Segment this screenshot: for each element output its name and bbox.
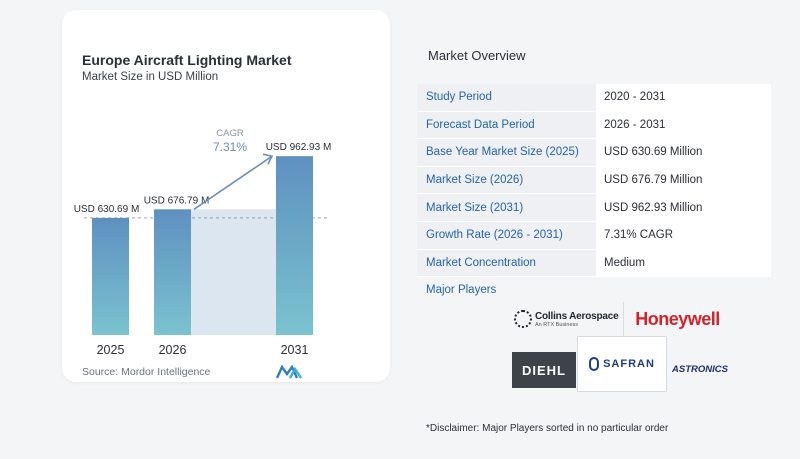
overview-row: Market Size (2026) USD 676.79 Million	[417, 166, 771, 195]
overview-row: Forecast Data Period 2026 - 2031	[417, 111, 771, 140]
collins-mark-icon	[514, 310, 532, 328]
cagr-label: CAGR	[216, 128, 244, 139]
overview-row-label: Growth Rate (2026 - 2031)	[426, 229, 563, 242]
x-tick-2026: 2026	[159, 343, 187, 357]
data-label-2026: USD 676.79 M	[144, 195, 210, 206]
safran-logo: SAFRAN	[577, 336, 667, 392]
overview-row: Market Size (2031) USD 962.93 Million	[417, 194, 771, 222]
astronics-name: ASTRONICS	[672, 363, 728, 375]
overview-row-label: Market Size (2026)	[426, 174, 524, 187]
overview-table: Study Period 2020 - 2031 Forecast Data Per…	[417, 84, 771, 278]
honeywell-logo: Honeywell	[623, 302, 731, 336]
cagr-arrowhead-icon	[262, 153, 274, 165]
collins-aerospace-logo: Collins Aerospace An RTX Business	[505, 302, 623, 336]
diehl-name: DIEHL	[522, 362, 566, 378]
collins-name: Collins Aerospace	[535, 310, 619, 322]
overview-row: Growth Rate (2026 - 2031) 7.31% CAGR	[417, 221, 771, 250]
overview-row: Market Concentration Medium	[417, 249, 771, 278]
mordor-logo-icon	[276, 365, 302, 379]
overview-title: Market Overview	[428, 48, 526, 63]
data-label-2025: USD 630.69 M	[74, 204, 140, 215]
bar-2031	[276, 156, 313, 335]
overview-row: Base Year Market Size (2025) USD 630.69 M…	[417, 139, 771, 167]
data-label-2031: USD 962.93 M	[266, 142, 332, 153]
x-tick-2025: 2025	[97, 343, 125, 357]
bar-2026	[154, 209, 191, 335]
bar-chart: USD 630.69 M 2025 USD 676.79 M 2026 USD 962.…	[74, 128, 332, 357]
overview-row-label: Base Year Market Size (2025)	[426, 146, 579, 159]
chart-title: Europe Aircraft Lighting Market	[82, 52, 292, 68]
chart-subtitle: Market Size in USD Million	[82, 71, 219, 83]
overview-row-value: USD 630.69 Million	[596, 139, 771, 166]
overview-row-label: Forecast Data Period	[426, 118, 535, 131]
cagr-value: 7.31%	[213, 140, 247, 154]
forecast-gap-band	[191, 209, 276, 335]
overview-row-value: USD 962.93 Million	[596, 194, 771, 221]
diehl-logo: DIEHL	[512, 352, 576, 388]
overview-row-label: Study Period	[426, 91, 492, 104]
honeywell-name: Honeywell	[635, 308, 720, 329]
collins-subtitle: An RTX Business	[535, 321, 579, 328]
players-title: Major Players	[426, 284, 497, 296]
chart-card: Europe Aircraft Lighting Market Market S…	[62, 10, 390, 382]
overview-row-value: 7.31% CAGR	[596, 221, 771, 249]
overview-row-value: 2026 - 2031	[596, 111, 771, 139]
bar-2025	[92, 217, 129, 335]
x-tick-2031: 2031	[281, 343, 309, 357]
safran-name: SAFRAN	[603, 358, 655, 370]
overview-row-label: Market Size (2031)	[426, 201, 524, 214]
source-label: Source: Mordor Intelligence	[82, 366, 211, 378]
cagr-arrow	[193, 155, 273, 210]
overview-row-label: Market Concentration	[426, 256, 536, 269]
overview-row: Study Period 2020 - 2031	[417, 84, 771, 112]
astronics-logo: ASTRONICS	[668, 352, 732, 386]
disclaimer: *Disclaimer: Major Players sorted in no …	[426, 423, 669, 434]
overview-row-value: USD 676.79 Million	[596, 166, 771, 194]
safran-mark-icon	[589, 357, 600, 371]
overview-row-value: 2020 - 2031	[596, 84, 771, 111]
overview-row-value: Medium	[596, 249, 771, 277]
